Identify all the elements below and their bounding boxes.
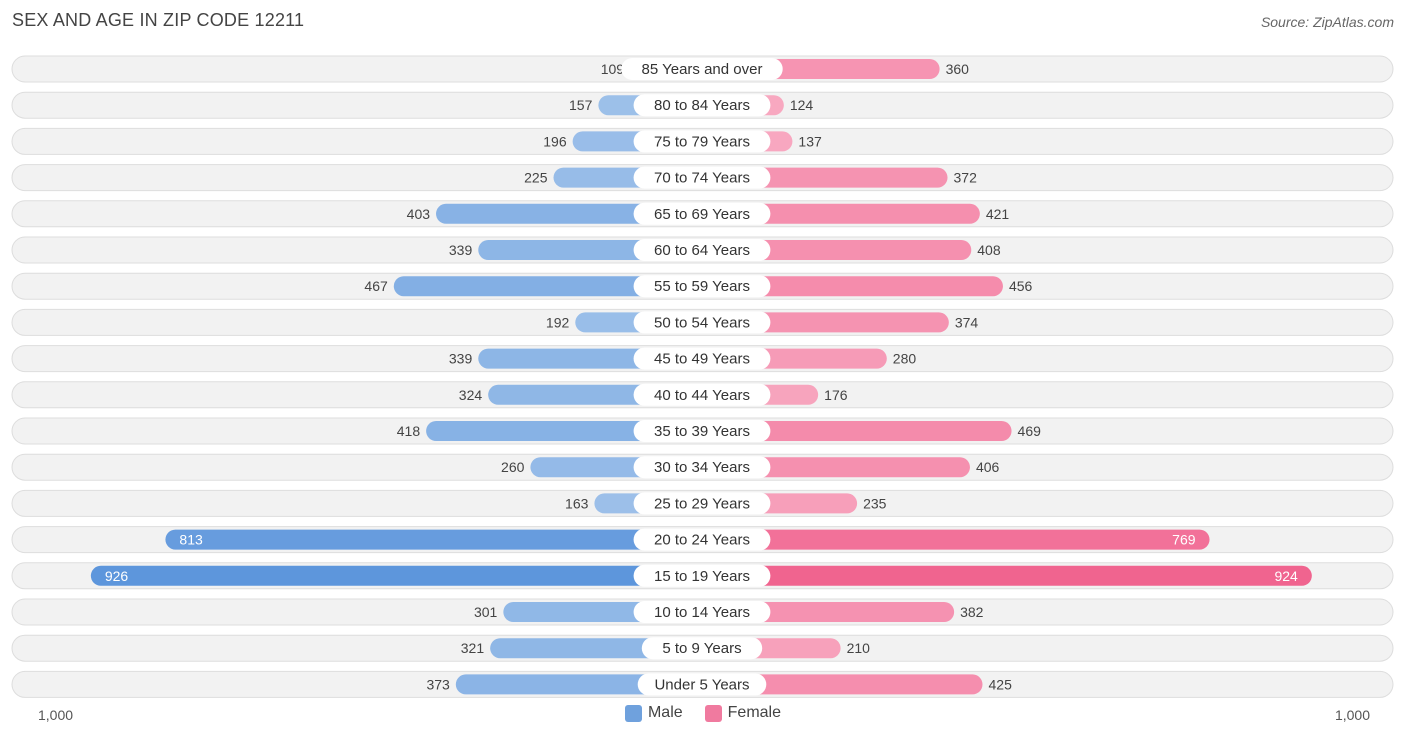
bar-female-20-to-24-years	[702, 529, 1210, 550]
category-label-25-to-29-years: 25 to 29 Years	[654, 495, 750, 512]
bar-female-35-to-39-years	[702, 421, 1012, 441]
value-female-60-to-64-years: 408	[977, 242, 1001, 258]
category-pill-50-to-54-years	[633, 311, 771, 334]
category-label-80-to-84-years: 80 to 84 Years	[654, 97, 750, 114]
value-female-15-to-19-years: 924	[1274, 568, 1298, 584]
category-pill-75-to-79-years	[633, 130, 771, 153]
bar-female-15-to-19-years	[702, 565, 1312, 586]
category-pill-35-to-39-years	[633, 420, 771, 442]
value-female-50-to-54-years: 374	[955, 314, 979, 330]
value-female-40-to-44-years: 176	[824, 387, 848, 403]
value-male-40-to-44-years: 324	[459, 387, 483, 403]
category-label-75-to-79-years: 75 to 79 Years	[654, 133, 750, 150]
category-pill-60-to-64-years	[633, 239, 771, 261]
legend-label-female: Female	[727, 704, 782, 721]
bar-male-35-to-39-years	[426, 421, 702, 441]
bar-female-55-to-59-years	[702, 276, 1003, 297]
category-pill-55-to-59-years	[633, 275, 771, 298]
value-male-20-to-24-years: 813	[179, 532, 203, 548]
bar-female-under-5-years	[702, 674, 983, 695]
category-label-65-to-69-years: 65 to 69 Years	[654, 206, 750, 223]
value-female-80-to-84-years: 124	[790, 97, 814, 113]
legend-item-male[interactable]: Male	[624, 704, 683, 722]
value-male-25-to-29-years: 163	[565, 495, 589, 511]
category-label-5-to-9-years: 5 to 9 Years	[662, 640, 741, 657]
category-pill-10-to-14-years	[633, 601, 771, 623]
value-female-under-5-years: 425	[989, 676, 1013, 692]
category-label-50-to-54-years: 50 to 54 Years	[654, 314, 750, 331]
category-label-60-to-64-years: 60 to 64 Years	[654, 242, 750, 259]
axis-left-max-label: 1,000	[38, 707, 74, 723]
butterfly-chart: 109 360 85 Years and over 157 124 80 to 84 Ye…	[11, 55, 1394, 698]
legend-label-male: Male	[647, 704, 683, 721]
value-male-70-to-74-years: 225	[524, 170, 548, 186]
bar-male-20-to-24-years	[165, 529, 703, 550]
axis-right-max-label: 1,000	[1334, 707, 1370, 723]
value-male-55-to-59-years: 467	[364, 278, 388, 294]
category-label-35-to-39-years: 35 to 39 Years	[654, 423, 750, 440]
legend: Male Female	[0, 704, 1406, 722]
category-label-40-to-44-years: 40 to 44 Years	[654, 387, 750, 404]
category-pill-85-years-and-over	[621, 58, 783, 80]
value-male-60-to-64-years: 339	[449, 242, 473, 258]
category-label-85-years-and-over: 85 Years and over	[642, 61, 763, 78]
value-female-25-to-29-years: 235	[863, 495, 887, 511]
category-label-20-to-24-years: 20 to 24 Years	[654, 532, 750, 549]
category-pill-5-to-9-years	[641, 637, 763, 660]
value-male-30-to-34-years: 260	[501, 459, 525, 475]
bar-female-65-to-69-years	[702, 203, 980, 224]
category-label-30-to-34-years: 30 to 34 Years	[654, 459, 750, 476]
category-label-70-to-74-years: 70 to 74 Years	[654, 170, 750, 187]
value-female-55-to-59-years: 456	[1009, 278, 1033, 294]
legend-item-female[interactable]: Female	[704, 704, 782, 722]
value-female-70-to-74-years: 372	[954, 170, 978, 186]
value-female-85-years-and-over: 360	[946, 61, 970, 77]
category-pill-30-to-34-years	[633, 456, 771, 479]
value-female-20-to-24-years: 769	[1172, 532, 1196, 548]
value-female-10-to-14-years: 382	[960, 604, 984, 620]
value-male-15-to-19-years: 926	[105, 568, 129, 584]
category-pill-80-to-84-years	[633, 94, 771, 117]
bar-male-55-to-59-years	[393, 276, 702, 297]
value-male-under-5-years: 373	[426, 676, 450, 692]
value-female-65-to-69-years: 421	[986, 206, 1010, 222]
value-male-5-to-9-years: 321	[461, 640, 485, 656]
category-pill-70-to-74-years	[633, 166, 771, 189]
category-label-10-to-14-years: 10 to 14 Years	[654, 604, 750, 621]
value-female-30-to-34-years: 406	[976, 459, 1000, 475]
value-male-10-to-14-years: 301	[474, 604, 498, 620]
value-male-35-to-39-years: 418	[397, 423, 421, 439]
category-pill-15-to-19-years	[633, 564, 771, 587]
value-male-65-to-69-years: 403	[407, 206, 431, 222]
category-pill-40-to-44-years	[633, 383, 771, 406]
bar-female-60-to-64-years	[702, 240, 972, 260]
value-female-5-to-9-years: 210	[847, 640, 871, 656]
chart-title: SEX AND AGE IN ZIP CODE 12211	[12, 10, 305, 30]
value-female-75-to-79-years: 137	[798, 133, 822, 149]
category-pill-25-to-29-years	[633, 492, 771, 515]
category-pill-20-to-24-years	[633, 528, 771, 551]
source-note: Source: ZipAtlas.com	[1260, 14, 1394, 30]
value-male-50-to-54-years: 192	[546, 314, 570, 330]
value-male-80-to-84-years: 157	[569, 97, 593, 113]
category-pill-45-to-49-years	[633, 347, 771, 370]
category-pill-under-5-years	[637, 673, 767, 696]
category-label-under-5-years: Under 5 Years	[654, 676, 749, 693]
value-male-75-to-79-years: 196	[543, 133, 567, 149]
value-female-45-to-49-years: 280	[893, 351, 917, 367]
legend-swatch-female	[704, 704, 722, 722]
category-pill-65-to-69-years	[633, 202, 771, 225]
category-label-55-to-59-years: 55 to 59 Years	[654, 278, 750, 295]
category-label-45-to-49-years: 45 to 49 Years	[654, 351, 750, 368]
legend-swatch-male	[624, 704, 642, 722]
value-male-85-years-and-over: 109	[601, 61, 625, 77]
value-female-35-to-39-years: 469	[1018, 423, 1042, 439]
value-male-45-to-49-years: 339	[449, 351, 473, 367]
bar-male-15-to-19-years	[90, 565, 703, 586]
category-label-15-to-19-years: 15 to 19 Years	[654, 568, 750, 585]
